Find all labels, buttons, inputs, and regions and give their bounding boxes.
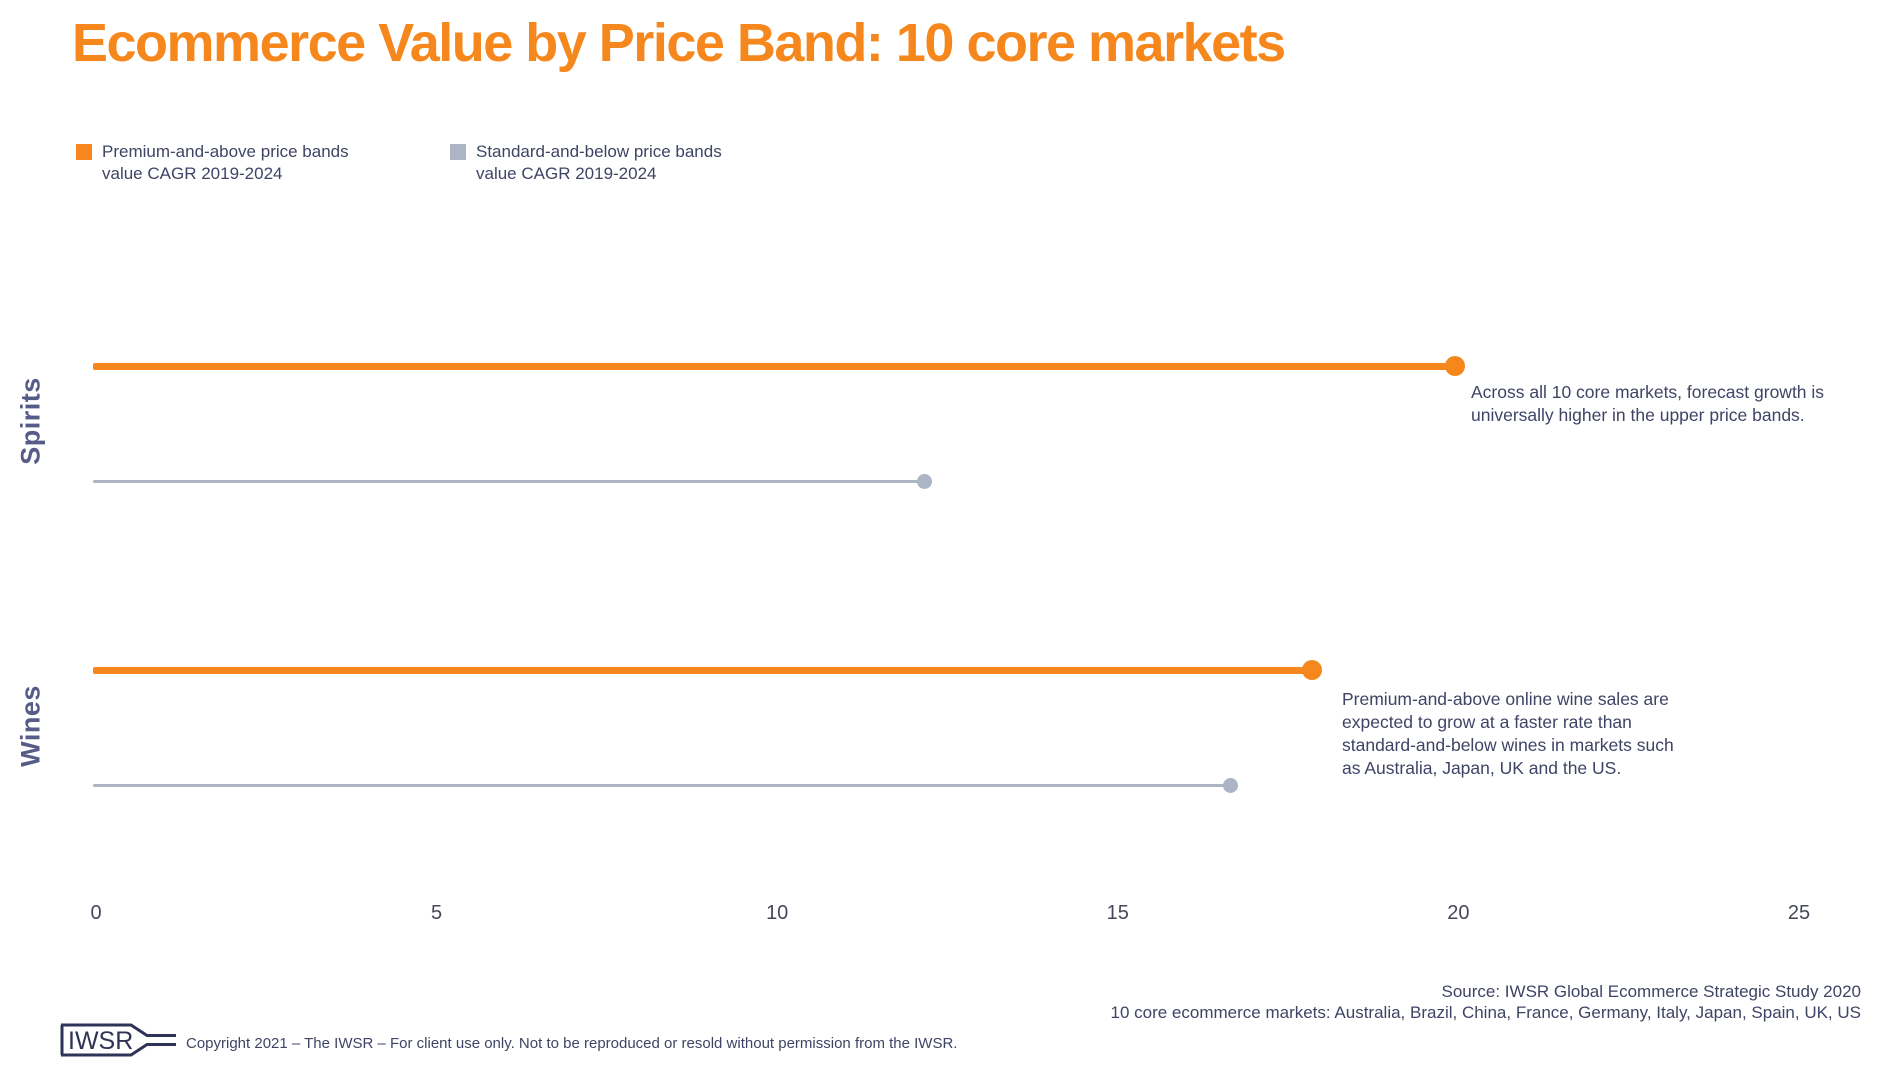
x-tick-label: 5 — [431, 902, 443, 924]
premium-swatch-icon — [76, 144, 92, 160]
spirits-standard-dot — [916, 473, 932, 489]
wines-premium-bar — [93, 666, 1313, 674]
legend-item-standard: Standard-and-below price bands value CAG… — [450, 141, 722, 185]
source-line-1: Source: IWSR Global Ecommerce Strategic … — [1441, 982, 1861, 1001]
iwsr-logo-text: IWSR — [68, 1027, 133, 1055]
iwsr-logo: IWSR — [58, 1018, 178, 1067]
x-tick-label: 0 — [90, 902, 102, 924]
x-tick-label: 20 — [1447, 902, 1470, 924]
annotation-spirits: Across all 10 core markets, forecast gro… — [1471, 382, 1825, 425]
spirits-standard-bar — [93, 479, 925, 483]
source-note: Source: IWSR Global Ecommerce Strategic … — [1111, 981, 1862, 1023]
source-line-2: 10 core ecommerce markets: Australia, Br… — [1110, 1003, 1862, 1022]
annotation-wines: Premium-and-above online wine sales are … — [1342, 689, 1674, 778]
wines-standard-bar — [93, 783, 1231, 787]
x-tick-label: 15 — [1106, 902, 1129, 924]
legend-label-standard: Standard-and-below price bands value CAG… — [476, 142, 722, 183]
x-tick-label: 10 — [766, 902, 789, 924]
spirits-premium-bar — [93, 362, 1456, 370]
page-title: Ecommerce Value by Price Band: 10 core m… — [72, 13, 1286, 73]
wines-premium-dot — [1302, 660, 1323, 680]
spirits-premium-dot — [1445, 356, 1466, 376]
wines-standard-dot — [1223, 777, 1239, 793]
copyright-text: Copyright 2021 – The IWSR – For client u… — [186, 1035, 958, 1052]
legend-label-premium: Premium-and-above price bands value CAGR… — [102, 142, 349, 183]
standard-swatch-icon — [450, 144, 466, 160]
legend-item-premium: Premium-and-above price bands value CAGR… — [76, 141, 349, 185]
x-tick-label: 25 — [1787, 902, 1811, 924]
